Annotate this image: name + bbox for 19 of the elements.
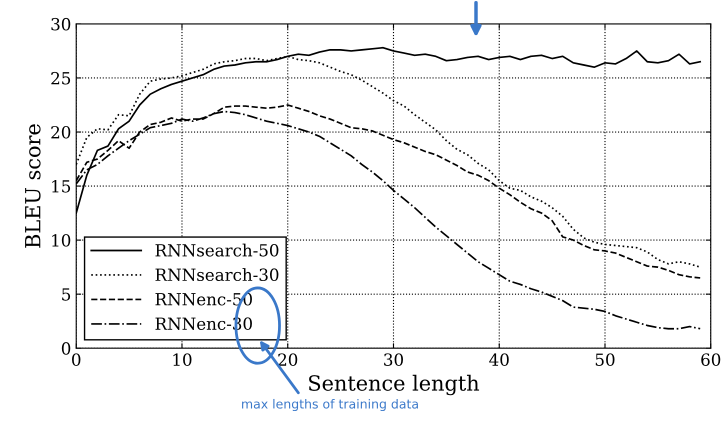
x-tick-label: 20 (278, 353, 298, 366)
y-tick-label: 30 (51, 18, 70, 30)
y-tick-label: 10 (52, 234, 70, 247)
y-tick-label: 15 (52, 180, 70, 193)
legend-label: RNNsearch-30 (155, 268, 278, 282)
x-tick-label: 0 (72, 353, 80, 366)
legend-label: RNNsearch-50 (155, 244, 278, 257)
y-tick-label: 5 (62, 288, 70, 301)
x-tick-label: 50 (596, 353, 614, 366)
y-tick-label: 20 (51, 126, 70, 139)
text: max lengths of training data (242, 398, 418, 412)
y-axis-title: BLEU score (25, 124, 41, 248)
x-tick-label: 10 (173, 353, 192, 366)
x-tick-label: 30 (384, 353, 403, 366)
y-tick-label: 0 (62, 342, 70, 355)
x-tick-label: 60 (701, 353, 720, 366)
y-tick-label: 25 (51, 72, 70, 85)
x-tick-label: 40 (489, 353, 509, 366)
x-axis-title: Sentence length (309, 374, 480, 396)
